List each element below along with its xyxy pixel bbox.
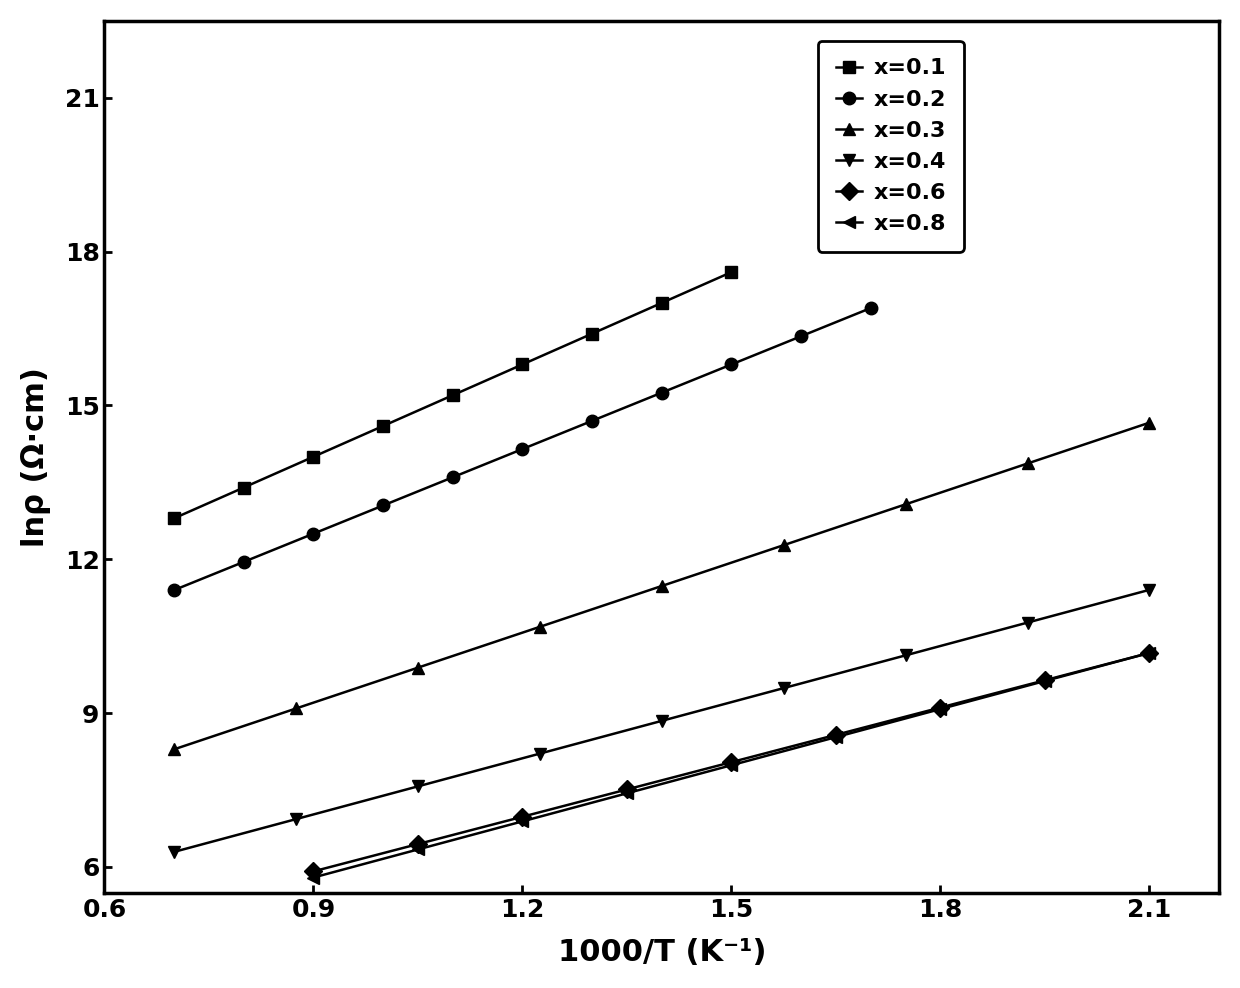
x=0.3 [1142,417,1157,429]
x=0.6 [828,729,843,741]
x=0.8 [410,844,425,856]
x=0.2 [445,471,460,483]
x=0.6 [620,783,635,795]
x=0.2 [376,500,391,512]
x=0.4 [1142,584,1157,596]
x=0.4 [898,649,913,661]
x=0.8 [1038,675,1053,687]
Line: x=0.4: x=0.4 [167,584,1156,859]
x=0.3 [1021,457,1035,469]
Legend: x=0.1, x=0.2, x=0.3, x=0.4, x=0.6, x=0.8: x=0.1, x=0.2, x=0.3, x=0.4, x=0.6, x=0.8 [818,41,963,252]
Line: x=0.8: x=0.8 [308,646,1156,883]
x=0.3 [655,580,670,592]
x=0.1 [724,266,739,278]
x=0.8 [828,731,843,743]
x=0.4 [166,846,181,858]
x=0.3 [166,743,181,755]
x=0.1 [237,481,252,493]
Line: x=0.6: x=0.6 [308,646,1156,877]
x=0.8 [1142,647,1157,659]
x=0.6 [932,701,947,713]
x=0.2 [863,302,878,314]
x=0.8 [724,759,739,771]
x=0.6 [724,756,739,768]
x=0.3 [289,702,304,714]
x=0.1 [445,389,460,401]
x=0.1 [585,328,600,340]
x=0.8 [515,815,529,827]
Y-axis label: lnρ (Ω·cm): lnρ (Ω·cm) [21,367,51,546]
x=0.3 [776,539,791,551]
x=0.8 [306,871,321,883]
x=0.6 [515,811,529,823]
x=0.4 [776,682,791,694]
x=0.3 [410,662,425,674]
x=0.4 [1021,617,1035,628]
x=0.4 [532,748,547,760]
x=0.2 [166,584,181,596]
x=0.6 [306,865,321,877]
x=0.2 [515,443,529,454]
x=0.2 [794,330,808,342]
Line: x=0.3: x=0.3 [167,416,1156,756]
x=0.2 [237,556,252,568]
x=0.4 [289,813,304,825]
x=0.4 [410,781,425,792]
x=0.3 [898,498,913,510]
x=0.1 [166,513,181,525]
x=0.2 [724,359,739,370]
x=0.6 [410,838,425,850]
x=0.3 [532,620,547,632]
Line: x=0.1: x=0.1 [167,266,738,525]
x=0.4 [655,715,670,727]
x=0.1 [306,451,321,462]
x=0.1 [515,359,529,370]
x=0.2 [585,415,600,427]
Line: x=0.2: x=0.2 [167,301,877,597]
X-axis label: 1000/T (K⁻¹): 1000/T (K⁻¹) [558,939,766,967]
x=0.1 [655,297,670,309]
x=0.8 [932,703,947,715]
x=0.6 [1142,647,1157,659]
x=0.1 [376,420,391,432]
x=0.8 [620,787,635,799]
x=0.2 [306,528,321,539]
x=0.6 [1038,674,1053,686]
x=0.2 [655,386,670,398]
